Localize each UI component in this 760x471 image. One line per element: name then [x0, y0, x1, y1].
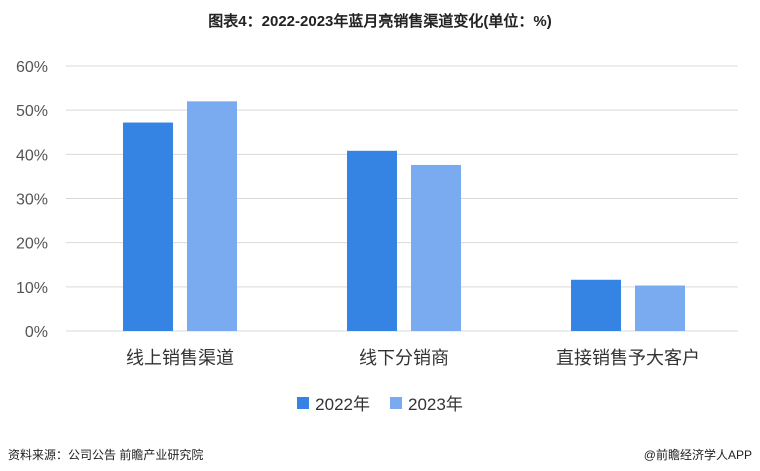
- grid-lines: [66, 65, 738, 332]
- y-tick-label: 30%: [16, 192, 48, 209]
- bar-2023: [187, 101, 237, 331]
- category-label: 直接销售予大客户: [556, 348, 700, 368]
- legend-label-2022: 2022年: [315, 395, 370, 414]
- y-tick-label: 10%: [16, 280, 48, 297]
- category-labels: 线上销售渠道 线下分销商 直接销售予大客户: [126, 348, 700, 368]
- category-label: 线下分销商: [359, 348, 449, 368]
- y-tick-label: 60%: [16, 59, 48, 76]
- bars: [123, 101, 685, 332]
- footer: 资料来源：公司公告 前瞻产业研究院 @前瞻经济学人APP: [8, 446, 752, 463]
- legend-label-2023: 2023年: [408, 395, 463, 414]
- y-tick-label: 50%: [16, 103, 48, 120]
- legend-swatch-2022: [297, 396, 310, 409]
- bar-2022: [347, 150, 397, 331]
- chart-title: 图表4：2022-2023年蓝月亮销售渠道变化(单位：%): [208, 13, 552, 30]
- bar-2022: [571, 279, 621, 331]
- y-tick-label: 0%: [25, 324, 48, 341]
- y-axis-ticks: 0% 10% 20% 30% 40% 50% 60%: [16, 59, 48, 341]
- y-tick-label: 20%: [16, 236, 48, 253]
- legend-item-2023: 2023年: [390, 390, 463, 415]
- bar-2023: [411, 164, 461, 331]
- bar-2023: [635, 285, 685, 331]
- y-tick-label: 40%: [16, 147, 48, 164]
- bar-2022: [123, 122, 173, 332]
- legend-item-2022: 2022年: [297, 390, 370, 415]
- category-label: 线上销售渠道: [126, 348, 234, 368]
- brand-note: @前瞻经济学人APP: [643, 448, 752, 462]
- legend-swatch-2023: [390, 396, 402, 409]
- source-note: 资料来源：公司公告 前瞻产业研究院: [8, 448, 204, 462]
- legend: 2022年 2023年: [0, 390, 760, 415]
